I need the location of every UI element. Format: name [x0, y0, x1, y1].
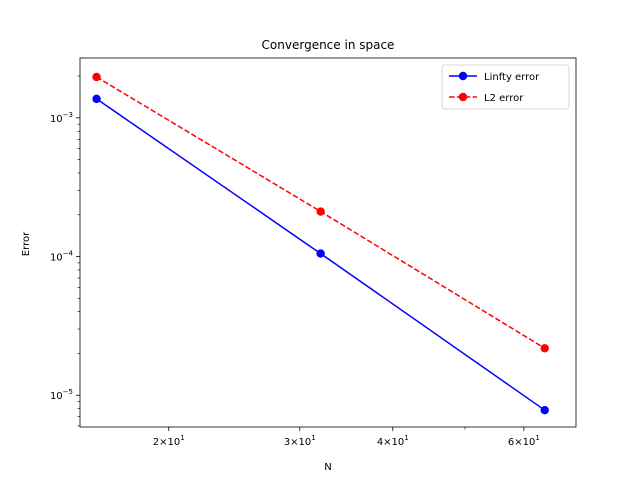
- legend: Linfty error L2 error: [441, 64, 570, 110]
- x-tick-label-4: 6×101: [508, 434, 540, 448]
- x-tick-label-3: 4×101: [377, 434, 409, 448]
- series-2-point-1: [92, 72, 101, 82]
- plot-frame: [79, 57, 577, 428]
- series-2-point-2: [316, 207, 325, 216]
- x-tick-label-2: 3×101: [284, 434, 316, 448]
- x-tick-label-1: 2×101: [153, 434, 185, 448]
- series-1-point-3: [540, 405, 549, 415]
- legend-marker-1: [458, 71, 468, 81]
- y-axis-label: Error: [21, 231, 32, 256]
- plot-area: 2×101 3×101 4×101 6×101 10−5 10−4 10−3: [50, 57, 577, 448]
- legend-label-2: L2 error: [484, 93, 524, 104]
- y-tick-label-1: 10−5: [50, 388, 73, 402]
- legend-marker-2: [458, 92, 468, 102]
- series-2-point-3: [540, 344, 549, 353]
- series-1-point-1: [92, 94, 101, 104]
- chart-title: Convergence in space: [262, 38, 395, 52]
- y-tick-label-3: 10−3: [50, 111, 73, 125]
- legend-label-1: Linfty error: [484, 72, 540, 83]
- x-axis-label: N: [324, 462, 331, 473]
- y-tick-label-2: 10−4: [50, 250, 74, 264]
- series-1-point-2: [316, 249, 325, 258]
